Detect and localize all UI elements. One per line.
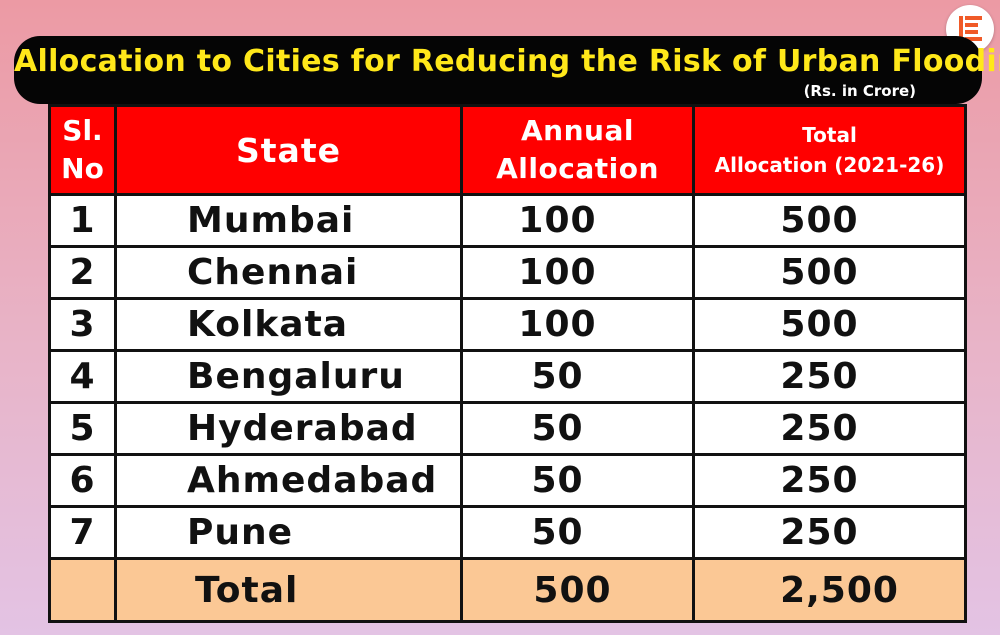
unit-label: (Rs. in Crore) [803, 82, 916, 100]
cell-city: Bengaluru [114, 349, 463, 404]
cell-sl-no: 6 [48, 453, 117, 508]
cell-sl-no: 5 [48, 401, 117, 456]
cell-sl-no: 2 [48, 245, 117, 300]
allocation-table-container: Sl. No State Annual Allocation Total All… [48, 104, 967, 623]
table-row: 6 Ahmedabad 50 250 [48, 453, 967, 508]
cell-total-label: Total [114, 557, 463, 623]
cell-city: Hyderabad [114, 401, 463, 456]
table-row: 5 Hyderabad 50 250 [48, 401, 967, 456]
cell-annual-allocation: 50 [460, 401, 695, 456]
header-annual-line1: Annual [521, 114, 634, 147]
cell-city: Mumbai [114, 193, 463, 248]
cell-annual-allocation: 100 [460, 297, 695, 352]
cell-city: Ahmedabad [114, 453, 463, 508]
header-state: State [114, 104, 463, 196]
table-row: 3 Kolkata 100 500 [48, 297, 967, 352]
cell-total-allocation: 250 [692, 505, 967, 560]
cell-city: Kolkata [114, 297, 463, 352]
cell-total-allocation: 500 [692, 193, 967, 248]
cell-total-annual: 500 [460, 557, 695, 623]
table-row: 1 Mumbai 100 500 [48, 193, 967, 248]
cell-sl-no: 3 [48, 297, 117, 352]
cell-total-allocation: 250 [692, 349, 967, 404]
cell-total-allocation: 250 [692, 401, 967, 456]
cell-city: Chennai [114, 245, 463, 300]
table-row: 7 Pune 50 250 [48, 505, 967, 560]
header-annual-line2: Allocation [496, 152, 659, 185]
cell-total-allocation: 250 [692, 453, 967, 508]
title-banner: Allocation to Cities for Reducing the Ri… [14, 36, 1000, 104]
header-sl-no-line2: No [61, 152, 104, 185]
header-annual-allocation: Annual Allocation [460, 104, 695, 196]
cell-total-allocation: 500 [692, 245, 967, 300]
page-title: Allocation to Cities for Reducing the Ri… [14, 44, 1000, 79]
cell-annual-allocation: 50 [460, 349, 695, 404]
cell-grand-total: 2,500 [692, 557, 967, 623]
total-row: Total 500 2,500 [48, 557, 967, 623]
header-row: Sl. No State Annual Allocation Total All… [48, 104, 967, 196]
header-total-line1: Total [802, 123, 857, 147]
cell-annual-allocation: 50 [460, 453, 695, 508]
header-total-line2: Allocation (2021-26) [714, 153, 945, 177]
cell-city: Pune [114, 505, 463, 560]
cell-annual-allocation: 50 [460, 505, 695, 560]
cell-total-allocation: 500 [692, 297, 967, 352]
table-row: 4 Bengaluru 50 250 [48, 349, 967, 404]
header-sl-no: Sl. No [48, 104, 117, 196]
cell-sl-no: 4 [48, 349, 117, 404]
cell-sl-no: 7 [48, 505, 117, 560]
cell-sl-no: 1 [48, 193, 117, 248]
header-total-allocation: Total Allocation (2021-26) [692, 104, 967, 196]
cell-annual-allocation: 100 [460, 245, 695, 300]
allocation-table: Sl. No State Annual Allocation Total All… [48, 104, 967, 623]
cell-total-sl-empty [48, 557, 117, 623]
header-sl-no-line1: Sl. [62, 114, 103, 147]
cell-annual-allocation: 100 [460, 193, 695, 248]
table-row: 2 Chennai 100 500 [48, 245, 967, 300]
